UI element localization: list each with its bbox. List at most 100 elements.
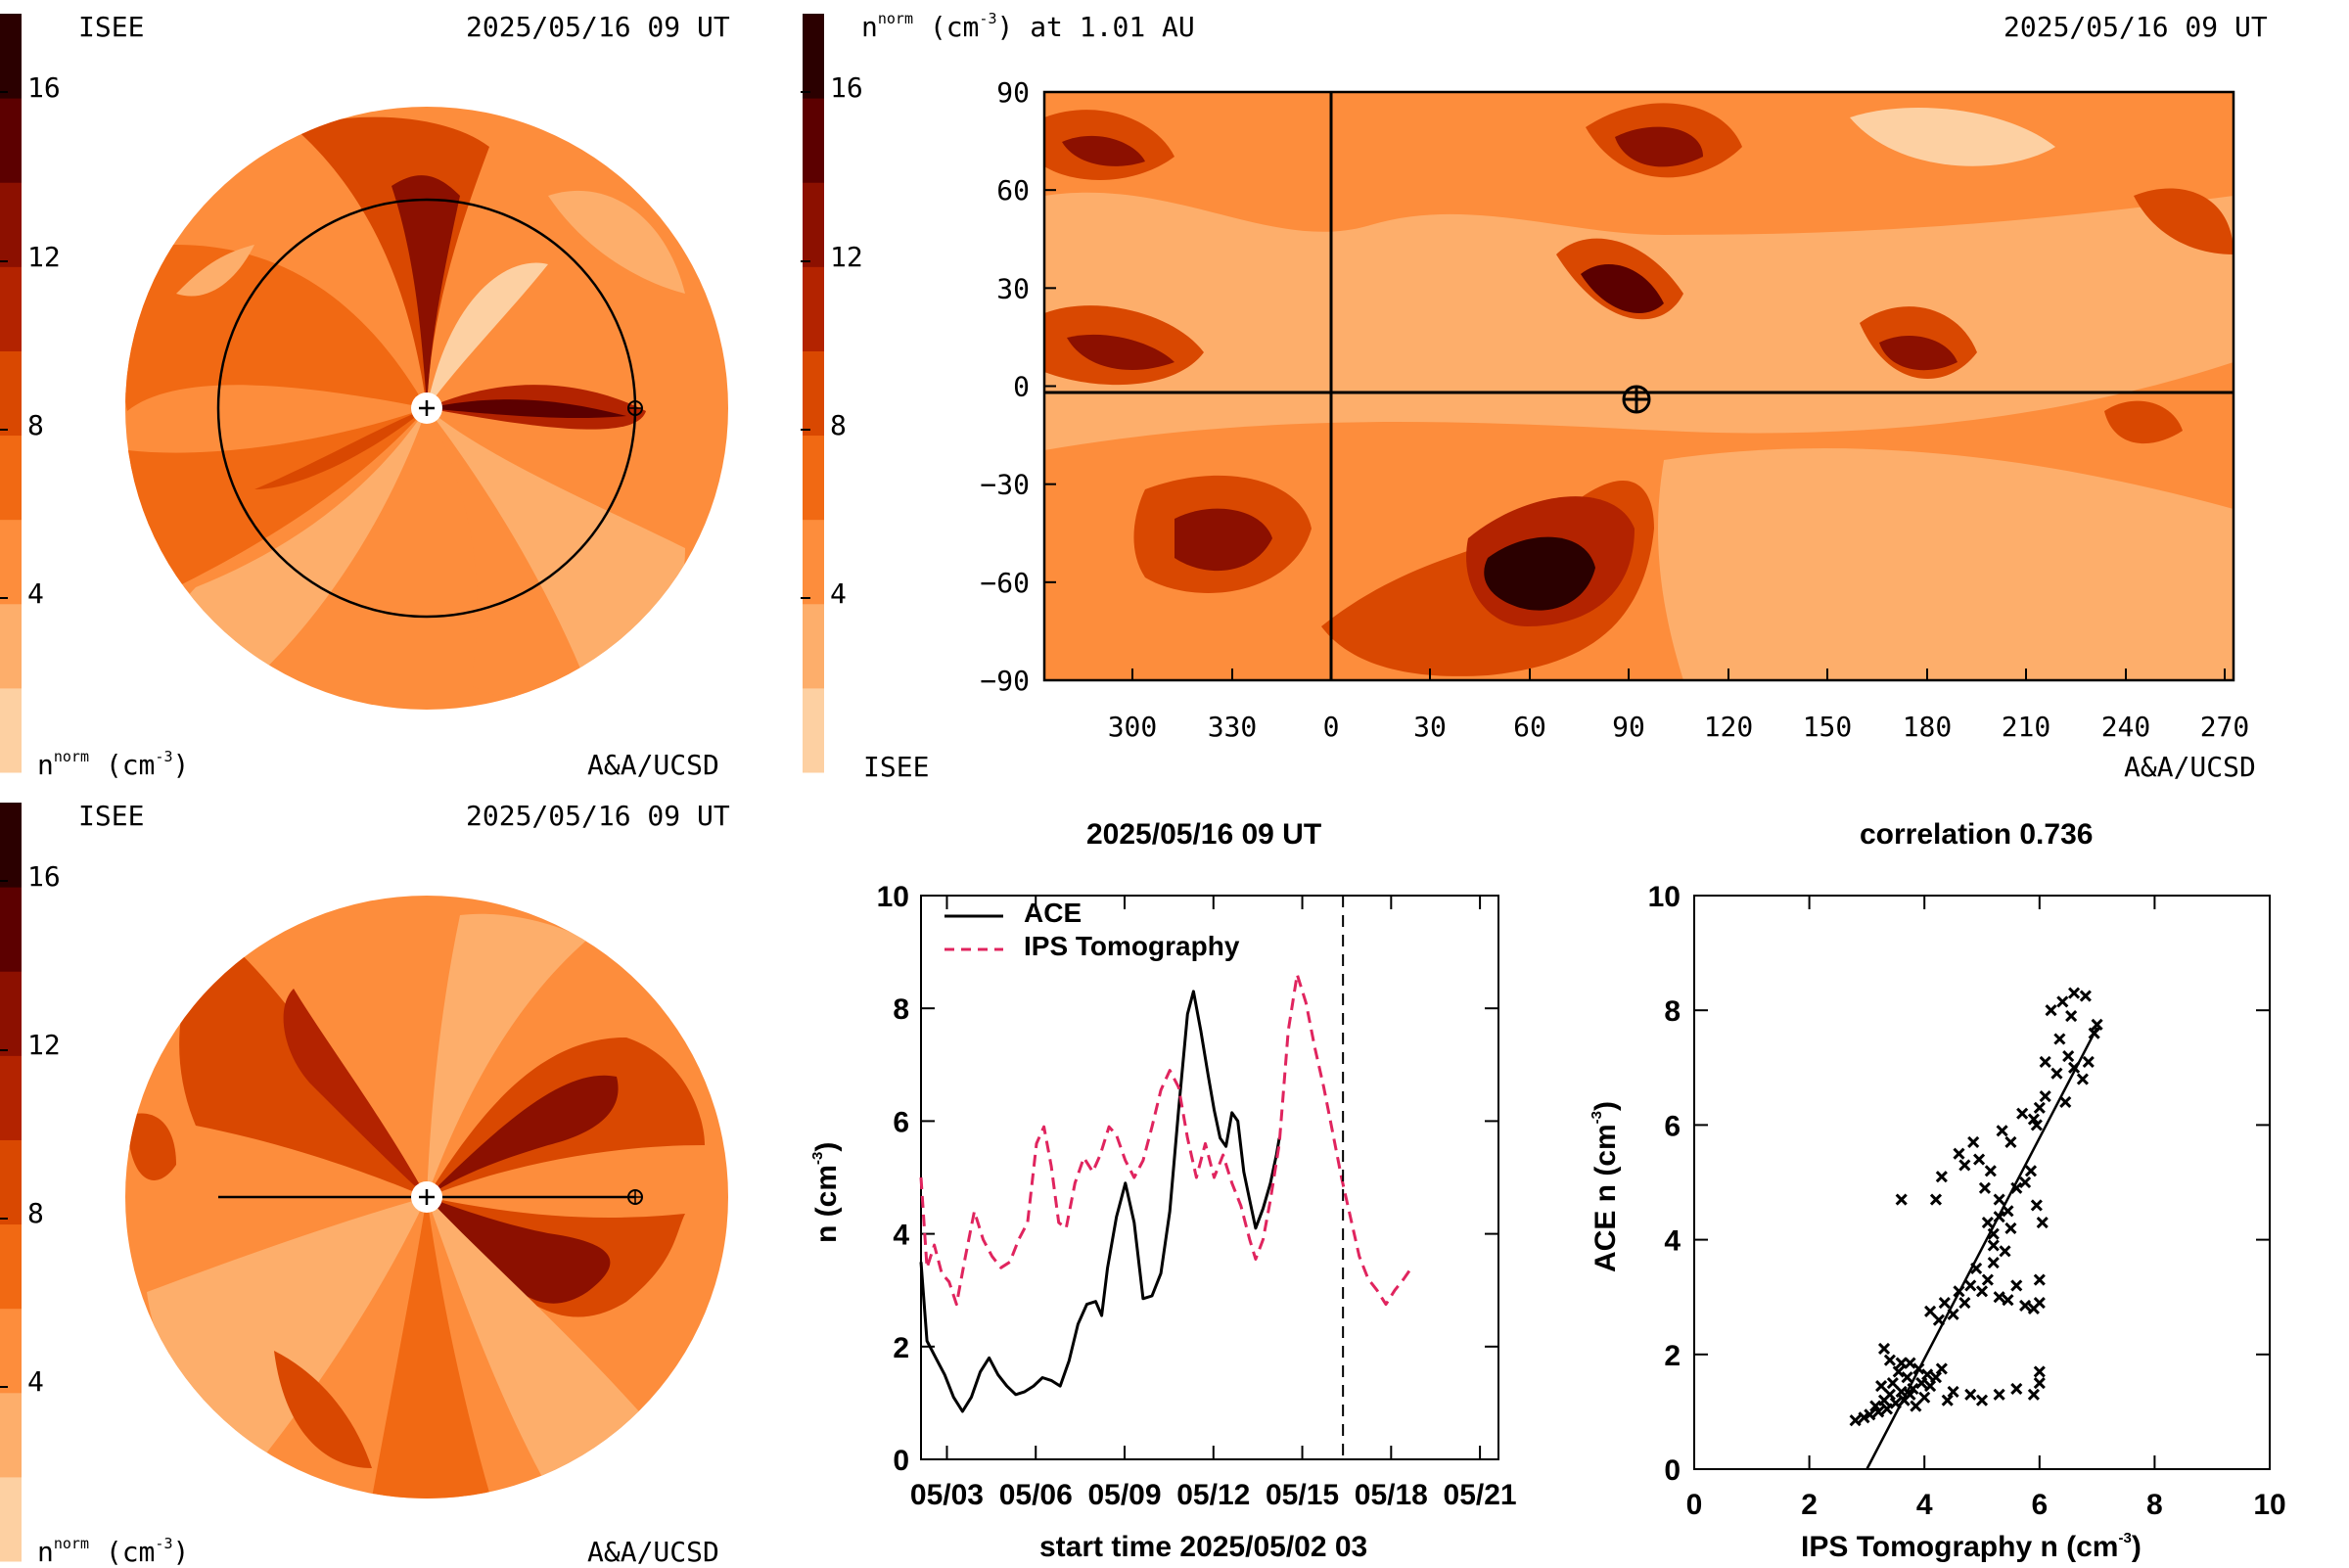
scatter-point [1872,1406,1885,1418]
scatter-point-stroke [2050,1067,2063,1080]
line-xtick-label: 05/15 [1266,1479,1339,1511]
scatter-point [1967,1135,1980,1149]
scatter-point-stroke [1941,1394,1954,1407]
line-xtick-label: 05/09 [1087,1479,1161,1511]
colorbar-segment [803,266,824,351]
scatter-point-stroke [2091,1018,2103,1031]
legend-label-ips: IPS Tomography [1024,931,1240,961]
synoptic-xtick-label: 330 [1208,711,1258,743]
scatter-ytick-label: 0 [1664,1454,1681,1487]
scatter-point [1901,1371,1913,1384]
source-label-tl: ISEE [78,11,145,43]
credit-tr: A&A/UCSD [2124,751,2256,783]
cb-tl-tick-8: 8 [27,409,44,441]
scatter-point-stroke [1880,1403,1894,1415]
cb-tl-tick-4: 4 [27,577,44,610]
scatter-ytick-label: 4 [1664,1225,1681,1258]
line-xtick-label: 05/03 [910,1479,984,1511]
colorbar-segment [803,603,824,689]
source-label-bl: ISEE [78,800,145,832]
scatter-point-stroke [1981,1216,1994,1229]
scatter-point-stroke [1904,1357,1916,1369]
quantity-label-tl: nnorm (cm-3) [37,748,190,781]
scatter-point-stroke [2027,1113,2040,1126]
line-legend [944,914,1003,951]
synoptic-xtick-label: 60 [1513,711,1546,743]
scatter-point [1864,1408,1876,1421]
scatter-point [2091,1018,2103,1031]
cb-mid-tick-4: 4 [830,577,847,610]
scatter-point [1929,1193,1943,1206]
line-chart-ylabel: n (cm-3) [809,1141,843,1243]
scatter-xtick-label: 2 [1801,1489,1818,1521]
scatter-ytick-label: 8 [1664,995,1681,1028]
scatter-point [1924,1379,1937,1393]
scatter-point [1921,1368,1934,1381]
scatter-point [1858,1411,1870,1424]
scatter-point [2059,1095,2072,1109]
scatter-ytick-label: 10 [1648,881,1681,913]
line-chart-xlabel: start time 2025/05/02 03 [1039,1531,1368,1563]
scatter-point [1993,1388,2005,1401]
scatter-point-stroke [1877,1342,1891,1356]
scatter-xtick-label: 10 [2253,1489,2285,1521]
scatter-point-stroke [2010,1382,2023,1396]
colorbar-segment [0,435,22,521]
scatter-point-stroke [1947,1385,1959,1398]
scatter-point [2004,1222,2017,1234]
scatter-point-stroke [1958,1159,1971,1172]
scatter-point-stroke [1932,1314,1945,1326]
colorbar-segment [0,1223,22,1310]
scatter-point-stroke [1984,1165,1997,1177]
scatter-point-stroke [1864,1408,1876,1421]
regression-fit-line [1865,1027,2098,1470]
scatter-point-stroke [1915,1377,1928,1390]
scatter-point [2050,1067,2063,1080]
scatter-point [1935,1362,1948,1375]
scatter-point [1849,1414,1862,1427]
scatter-point-stroke [1910,1400,1922,1412]
scatter-point-stroke [1993,1193,2005,1206]
scatter-point [2033,1365,2046,1378]
synoptic-xtick-label: 180 [1903,711,1953,743]
scatter-point-stroke [1970,1262,1983,1274]
colorbar-segment [0,1139,22,1225]
cb-tl-tick-12: 12 [27,241,61,273]
colorbar-segment [0,1392,22,1478]
scatter-point [1975,1285,1989,1298]
scatter-xlabel: IPS Tomography n (cm-3) [1801,1530,2142,1563]
scatter-point-stroke [1924,1305,1937,1317]
scatter-point [2076,1073,2089,1085]
synoptic-xtick-label: 150 [1803,711,1853,743]
scatter-point [1987,1256,2000,1269]
scatter-point-stroke [2082,1055,2095,1069]
scatter-point [2045,1004,2057,1017]
scatter-point [2079,990,2092,1002]
scatter-point [1895,1357,1908,1369]
synoptic-ytick-label: −90 [980,665,1030,697]
scatter-point [2062,1050,2075,1063]
colorbar-segment [0,350,22,437]
scatter-point [1869,1400,1882,1412]
scatter-point-stroke [1895,1357,1908,1369]
line-xtick-label: 05/12 [1176,1479,1250,1511]
scatter-point [2039,1055,2051,1069]
scatter-point-stroke [2019,1176,2032,1189]
scatter-point [2019,1299,2032,1313]
scatter-point-stroke [1907,1382,1919,1396]
colorbar-segment [803,182,824,267]
scatter-point [1978,1181,1992,1194]
source-label-tr: ISEE [863,751,930,783]
scatter-point-stroke [1975,1285,1989,1298]
scatter-ylabel: ACE n (cm-3) [1589,1100,1622,1272]
scatter-point [1929,1371,1943,1384]
synoptic-xtick-label: 90 [1612,711,1645,743]
colorbar-segment [803,435,824,521]
scatter-point-stroke [2036,1216,2049,1229]
colorbar-segment [0,1308,22,1394]
scatter-point [2027,1388,2040,1401]
scatter-point [2030,1119,2043,1131]
scatter-point-stroke [2030,1199,2043,1212]
synoptic-ytick-label: −30 [980,469,1030,501]
colorbar-segment [0,603,22,689]
